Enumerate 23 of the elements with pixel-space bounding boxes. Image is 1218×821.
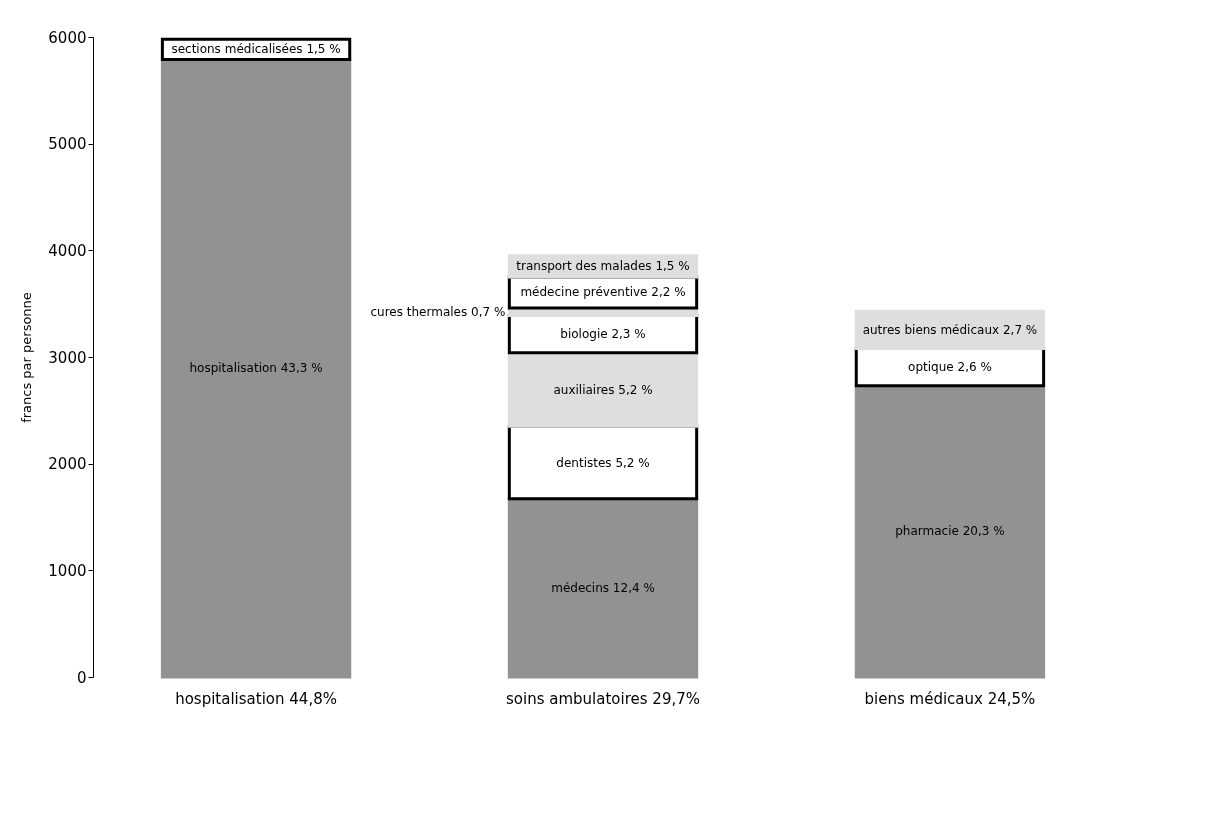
x-tick-label: hospitalisation 44,8%	[175, 689, 337, 708]
series-label: dentistes 5,2 %	[556, 455, 650, 470]
y-tick-label: 1000	[48, 561, 87, 580]
y-tick-label: 2000	[48, 455, 87, 474]
series-label: médecins 12,4 %	[551, 580, 655, 595]
series-label: autres biens médicaux 2,7 %	[862, 322, 1038, 337]
y-tick-label: 0	[76, 668, 87, 687]
x-tick-label: biens médicaux 24,5%	[864, 689, 1036, 708]
y-axis-title: francs par personne	[19, 292, 35, 423]
series-label: optique 2,6 %	[908, 360, 992, 375]
series-label: transport des malades 1,5 %	[516, 259, 690, 274]
series-label: sections médicalisées 1,5 %	[171, 42, 341, 57]
series-label: pharmacie 20,3 %	[895, 524, 1005, 539]
series-label: hospitalisation 43,3 %	[189, 361, 323, 376]
y-tick-label: 4000	[48, 241, 87, 260]
y-tick-label: 6000	[48, 28, 87, 47]
series-label: cures thermales 0,7 %	[370, 304, 506, 319]
series-label: médecine préventive 2,2 %	[520, 285, 686, 300]
y-tick-label: 3000	[48, 348, 87, 367]
x-tick-label: soins ambulatoires 29,7%	[506, 689, 700, 708]
y-tick-label: 5000	[48, 135, 87, 154]
series-label: auxiliaires 5,2 %	[553, 382, 653, 397]
series-label: biologie 2,3 %	[560, 327, 646, 342]
